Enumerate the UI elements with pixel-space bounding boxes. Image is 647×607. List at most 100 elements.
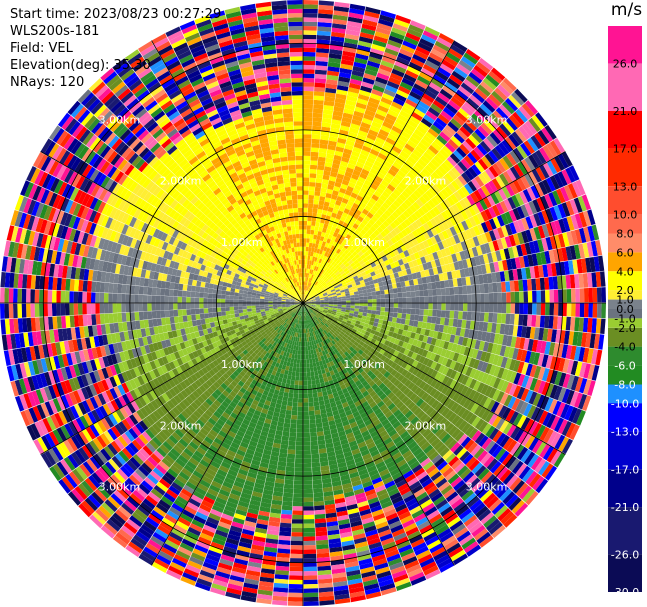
range-gate-cell — [331, 250, 336, 256]
range-gate-cell — [477, 406, 487, 419]
range-gate-cell — [544, 341, 551, 355]
range-gate-cell — [355, 262, 361, 268]
range-gate-cell — [464, 425, 475, 437]
range-gate-cell — [320, 245, 325, 251]
range-gate-cell — [324, 298, 329, 301]
range-gate-cell — [303, 164, 310, 169]
range-gate-cell — [318, 152, 327, 158]
range-gate-cell — [376, 208, 384, 216]
range-gate-cell — [562, 232, 570, 247]
range-gate-cell — [480, 331, 487, 342]
range-gate-cell — [543, 428, 554, 444]
range-gate-cell — [351, 282, 357, 287]
range-gate-cell — [322, 265, 327, 271]
range-gate-cell — [320, 275, 325, 280]
range-gate-cell — [328, 304, 334, 307]
range-gate-cell — [369, 168, 379, 176]
range-gate-cell — [391, 343, 398, 350]
range-gate-cell — [315, 52, 329, 58]
range-gate-cell — [465, 119, 478, 132]
range-gate-cell — [334, 324, 340, 329]
range-gate-cell — [343, 237, 349, 244]
range-gate-cell — [315, 531, 328, 537]
range-gate-cell — [332, 274, 337, 279]
range-gate-cell — [384, 47, 399, 57]
range-gate-cell — [424, 269, 430, 277]
range-gate-cell — [422, 134, 434, 145]
range-gate-cell — [313, 199, 319, 205]
range-gate-cell — [300, 359, 303, 364]
range-gate-cell — [521, 230, 529, 244]
range-gate-cell — [415, 46, 431, 56]
range-gate-cell — [319, 308, 324, 311]
range-gate-cell — [414, 265, 420, 273]
range-gate-cell — [463, 267, 470, 277]
range-gate-cell — [538, 327, 545, 341]
range-gate-cell — [380, 237, 387, 245]
range-gate-cell — [447, 412, 458, 423]
range-gate-cell — [361, 337, 367, 343]
range-gate-cell — [296, 437, 303, 442]
range-gate-cell — [310, 151, 319, 157]
range-gate-cell — [303, 238, 307, 243]
range-gate-cell — [453, 224, 461, 234]
range-gate-cell — [430, 78, 444, 89]
range-gate-cell — [324, 305, 329, 307]
range-gate-cell — [310, 251, 314, 257]
range-gate-cell — [575, 179, 586, 196]
range-gate-cell — [513, 372, 522, 385]
range-gate-cell — [357, 40, 372, 48]
range-gate-cell — [531, 278, 537, 291]
range-gate-cell — [534, 458, 547, 473]
range-gate-cell — [309, 362, 314, 368]
range-gate-cell — [443, 256, 450, 265]
range-gate-cell — [420, 341, 427, 350]
range-gate-cell — [323, 201, 330, 207]
range-gate-cell — [354, 297, 360, 301]
range-gate-cell — [434, 362, 442, 372]
range-gate-cell — [430, 227, 438, 236]
range-gate-cell — [315, 300, 321, 302]
range-gate-cell — [369, 284, 375, 289]
range-gate-cell — [379, 223, 387, 231]
range-gate-cell — [298, 393, 303, 399]
range-gate-cell — [316, 431, 324, 437]
range-gate-cell — [387, 268, 394, 275]
range-gate-cell — [451, 326, 457, 336]
range-gate-cell — [450, 118, 462, 129]
range-gate-cell — [326, 258, 332, 263]
range-gate-cell — [524, 418, 535, 433]
range-gate-cell — [305, 272, 308, 278]
range-gate-cell — [303, 233, 307, 239]
range-gate-cell — [325, 87, 337, 94]
range-gate-cell — [399, 48, 414, 58]
range-gate-cell — [489, 262, 496, 273]
range-gate-cell — [294, 380, 299, 386]
range-gate-cell — [454, 303, 459, 311]
range-gate-cell — [315, 217, 321, 223]
range-gate-cell — [383, 88, 396, 98]
range-gate-cell — [376, 133, 388, 141]
range-gate-cell — [566, 231, 574, 246]
range-gate-cell — [341, 179, 350, 186]
range-gate-cell — [376, 226, 384, 234]
range-gate-cell — [381, 344, 388, 351]
range-gate-cell — [379, 148, 390, 157]
range-gate-cell — [376, 294, 381, 299]
range-gate-cell — [342, 260, 348, 266]
range-gate-cell — [406, 28, 423, 38]
range-gate-cell — [405, 98, 418, 108]
range-gate-cell — [326, 79, 338, 85]
range-gate-cell — [331, 27, 346, 34]
range-gate-cell — [348, 286, 354, 291]
range-gate-cell — [552, 276, 558, 290]
range-gate-cell — [344, 288, 349, 292]
range-gate-cell — [400, 244, 407, 252]
range-gate-cell — [396, 352, 404, 360]
range-gate-cell — [348, 236, 355, 243]
range-gate-cell — [369, 225, 377, 233]
range-gate-cell — [503, 248, 511, 260]
range-gate-cell — [341, 116, 352, 124]
range-gate-cell — [459, 250, 466, 261]
range-gate-cell — [350, 300, 355, 303]
